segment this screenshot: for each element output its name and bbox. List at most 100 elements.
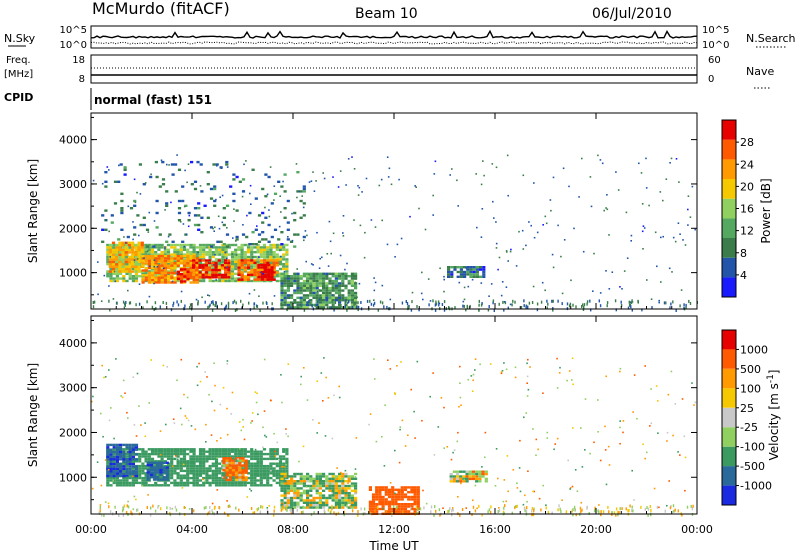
heatmap-cell xyxy=(230,484,235,487)
heatmap-cell xyxy=(128,460,132,463)
noise-right-tick-top: 10^5 xyxy=(702,25,729,36)
heatmap-cell xyxy=(150,253,155,256)
heatmap-cell xyxy=(112,472,116,475)
heatmap-cell xyxy=(187,419,190,422)
heatmap-cell xyxy=(198,448,203,451)
power-colorbar-label: Power [dB] xyxy=(759,178,773,243)
heatmap-cell xyxy=(226,363,229,365)
heatmap-cell xyxy=(128,275,132,278)
heatmap-cell xyxy=(250,268,254,272)
heatmap-cell xyxy=(179,457,183,461)
heatmap-cell xyxy=(231,459,236,462)
heatmap-cell xyxy=(462,480,466,483)
heatmap-cell xyxy=(306,494,310,497)
heatmap-cell xyxy=(149,461,153,464)
heatmap-cell xyxy=(131,263,135,266)
heatmap-cell xyxy=(302,445,305,448)
heatmap-cell xyxy=(165,471,169,474)
heatmap-cell xyxy=(285,450,289,453)
heatmap-cell xyxy=(581,305,583,308)
heatmap-cell xyxy=(561,499,563,501)
heatmap-cell xyxy=(141,251,145,254)
heatmap-cell xyxy=(347,480,351,483)
heatmap-cell xyxy=(166,248,171,251)
heatmap-cell xyxy=(118,164,120,167)
heatmap-cell xyxy=(278,260,283,263)
heatmap-cell xyxy=(184,415,187,417)
heatmap-cell xyxy=(240,448,244,451)
heatmap-cell xyxy=(461,508,464,511)
heatmap-cell xyxy=(341,279,345,283)
heatmap-cell xyxy=(161,183,166,186)
heatmap-cell xyxy=(115,481,119,485)
heatmap-cell xyxy=(350,289,354,292)
heatmap-cell xyxy=(240,267,244,271)
heatmap-cell xyxy=(230,251,235,254)
heatmap-cell xyxy=(198,362,200,365)
heatmap-cell xyxy=(228,469,232,472)
heatmap-cell xyxy=(546,306,548,310)
heatmap-cell xyxy=(131,465,135,468)
heatmap-cell xyxy=(154,448,158,451)
heatmap-cell xyxy=(152,478,157,481)
heatmap-cell xyxy=(630,234,633,237)
heatmap-cell xyxy=(234,272,238,275)
heatmap-cell xyxy=(173,479,177,482)
heatmap-cell xyxy=(262,474,267,477)
heatmap-cell xyxy=(432,194,434,197)
heatmap-cell xyxy=(644,365,646,367)
heatmap-cell xyxy=(687,208,689,211)
heatmap-cell xyxy=(192,273,196,277)
heatmap-cell xyxy=(646,506,648,510)
heatmap-cell xyxy=(170,243,174,247)
heatmap-cell xyxy=(338,277,342,280)
heatmap-cell xyxy=(416,503,420,506)
heatmap-cell xyxy=(204,268,208,272)
heatmap-cell xyxy=(590,308,592,312)
heatmap-cell xyxy=(414,185,416,187)
heatmap-cell xyxy=(176,379,178,382)
heatmap-cell xyxy=(293,506,297,509)
heatmap-cell xyxy=(364,231,366,234)
heatmap-cell xyxy=(474,509,477,513)
heatmap-cell xyxy=(104,180,108,183)
heatmap-cell xyxy=(160,243,164,247)
heatmap-cell xyxy=(193,214,198,217)
heatmap-cell xyxy=(144,274,148,277)
heatmap-cell xyxy=(315,306,319,309)
heatmap-cell xyxy=(109,460,113,463)
heatmap-cell xyxy=(201,268,205,272)
heatmap-cell xyxy=(338,275,342,278)
heatmap-cell xyxy=(578,196,580,198)
heatmap-cell xyxy=(344,494,348,497)
heatmap-cell xyxy=(631,469,633,472)
heatmap-cell xyxy=(240,261,244,265)
heatmap-cell xyxy=(250,481,254,485)
heatmap-cell xyxy=(250,275,254,278)
heatmap-cell xyxy=(218,248,222,251)
heatmap-cell xyxy=(120,207,124,210)
heatmap-cell xyxy=(354,484,358,488)
heatmap-cell xyxy=(237,455,241,458)
heatmap-cell xyxy=(159,468,163,472)
heatmap-cell xyxy=(131,246,135,249)
heatmap-cell xyxy=(154,481,158,485)
heatmap-cell xyxy=(202,472,206,475)
heatmap-cell xyxy=(196,160,200,164)
heatmap-cell xyxy=(259,474,263,477)
heatmap-cell xyxy=(296,301,300,304)
heatmap-cell xyxy=(186,462,190,465)
heatmap-cell xyxy=(275,255,279,259)
heatmap-cell xyxy=(275,472,279,475)
heatmap-cell xyxy=(166,263,171,266)
heatmap-cell xyxy=(413,486,417,489)
heatmap-cell xyxy=(157,266,161,270)
heatmap-cell xyxy=(134,255,139,259)
heatmap-cell xyxy=(250,467,254,470)
heatmap-cell xyxy=(124,392,126,394)
heatmap-cell xyxy=(128,481,132,485)
heatmap-cell xyxy=(112,467,116,471)
heatmap-cell xyxy=(347,475,351,478)
heatmap-cell xyxy=(447,266,451,269)
heatmap-cell xyxy=(198,277,203,280)
